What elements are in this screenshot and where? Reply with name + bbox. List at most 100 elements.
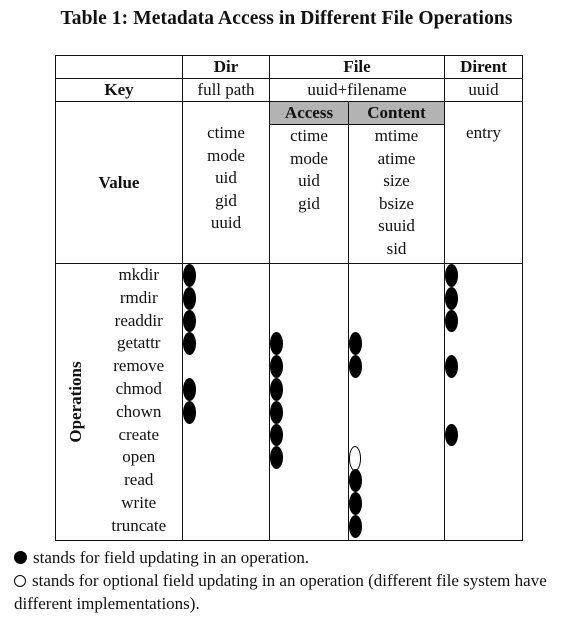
value-field: gid [215,190,237,210]
filled-circle-icon [445,286,459,310]
filled-circle-icon [445,264,459,287]
operation-name: open [122,447,156,467]
mark-cell [445,286,522,310]
open-circle-icon [349,446,361,472]
mark-cell [183,492,269,515]
mark-cell [183,286,269,310]
mark-cell [349,355,444,378]
mark-cell [349,332,444,356]
ops-dirent-col [444,263,524,541]
mark-cell [349,401,444,424]
legend-full-text: stands for field updating in an operatio… [33,548,310,567]
mark-cell [183,264,269,287]
filled-circle-icon [270,400,283,424]
filled-circle-icon [270,377,283,401]
operation-name: rmdir [119,287,158,307]
value-dirent-fields: entry [445,102,522,256]
mark-cell [270,469,348,492]
operation-name: create [118,424,160,444]
filled-circle-icon [349,469,362,492]
operation-name: chmod [115,378,162,398]
mark-cell [349,446,444,472]
filled-circle-icon [270,446,283,470]
mark-cell [445,423,522,447]
mark-cell [445,446,522,469]
value-field: entry [466,123,501,142]
filled-circle-icon [183,377,196,401]
ops-dir-col [182,263,270,541]
mark-cell [445,355,522,378]
key-row: Key full path uuid+filename uuid [55,78,524,102]
value-field: ctime [290,126,328,145]
mark-cell [445,469,522,492]
operation-name: mkdir [118,265,160,284]
legend: stands for field updating in an operatio… [14,546,564,615]
mark-cell [270,310,348,333]
mark-cell [270,400,348,424]
operation-name: truncate [111,515,167,535]
value-content: mtime atime size bsize suuid sid [347,124,446,264]
mark-cell [183,309,269,333]
value-field: gid [298,193,320,213]
value-field: suuid [378,216,415,235]
mark-cell [349,514,444,538]
value-access: ctime mode uid gid [269,124,349,264]
filled-circle-icon [14,551,27,564]
mark-cell [270,446,348,470]
value-field: uid [298,171,320,190]
mark-cell [445,264,522,287]
key-dirent: uuid [444,78,524,102]
mark-cell [349,469,444,492]
filled-circle-icon [183,286,196,310]
value-field: sid [386,238,407,258]
legend-optional: stands for optional field updating in an… [14,569,564,615]
mark-cell [349,378,444,401]
open-circle-icon [14,575,26,587]
operation-name: write [121,492,157,512]
mark-cell [349,491,444,515]
mark-cell [445,401,522,424]
value-field: mode [290,148,328,168]
col-header-dir: Dir [182,55,270,79]
metadata-table: Dir File Dirent Key full path uuid+filen… [55,55,524,541]
key-label: Key [55,78,183,102]
operation-list: mkdir rmdir readdir getattr remove chmod chown… [96,264,183,538]
col-header-access: Access [269,101,349,125]
operation-name: read [124,470,154,490]
operation-name: readdir [114,310,163,330]
operations-label: Operations [65,361,85,443]
mark-cell [183,400,269,424]
col-header-dirent: Dirent [444,55,524,79]
filled-circle-icon [270,332,283,356]
mark-cell [183,424,269,447]
value-field: mtime [374,126,419,145]
mark-cell [270,515,348,538]
filled-circle-icon [270,423,283,447]
filled-circle-icon [445,423,459,447]
ops-content-col [347,263,446,541]
value-dir: ctime mode uid gid uuid [182,101,270,264]
value-row: Value ctime mode uid gid uuid Access Content… [55,101,524,264]
value-field: size [383,171,410,190]
mark-cell [183,446,269,469]
value-dir-fields: ctime mode uid gid uuid [183,102,269,256]
filled-circle-icon [349,491,362,515]
value-dirent: entry [444,101,524,264]
mark-cell [183,469,269,492]
col-header-file: File [268,55,446,79]
operations-row: Operations mkdir rmdir readdir getattr remov… [55,263,524,541]
filled-circle-icon [349,514,362,538]
operation-names: mkdir rmdir readdir getattr remove chmod chown… [95,263,183,541]
col-header-content: Content [347,101,446,125]
mark-cell [349,264,444,287]
mark-cell [183,332,269,356]
legend-optional-text: stands for optional field updating in an… [14,571,547,613]
filled-circle-icon [183,309,196,333]
mark-cell [270,264,348,287]
filled-circle-icon [270,355,283,378]
value-access-fields: ctime mode uid gid [270,125,348,263]
mark-cell [183,355,269,378]
filled-circle-icon [183,400,196,424]
value-row-fields: ctime mode uid gid mtime atime size bsize suuid… [56,124,523,264]
value-content-fields: mtime atime size bsize suuid sid [349,125,444,263]
